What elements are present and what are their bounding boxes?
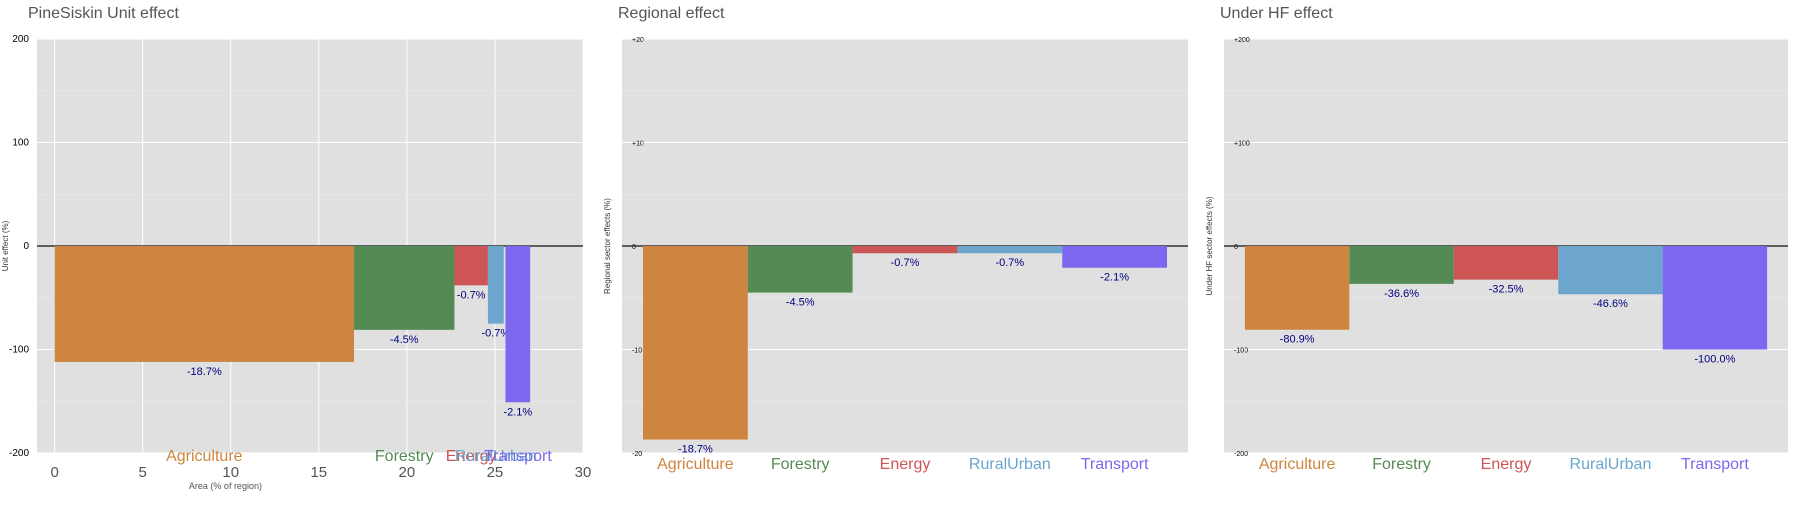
data-label: -36.6% — [1384, 288, 1419, 300]
bar-agriculture — [54, 246, 355, 362]
y-tick-label: 0 — [23, 241, 29, 252]
data-label: -18.7% — [187, 366, 222, 378]
category-label: Energy — [446, 448, 497, 465]
data-label: -80.9% — [1280, 334, 1315, 346]
y-axis-label: Unit effect (%) — [1, 220, 10, 271]
category-label: Transport — [1081, 456, 1149, 473]
category-label: Forestry — [1372, 456, 1431, 473]
y-tick-label: 0 — [1234, 244, 1238, 251]
y-tick-label: -200 — [9, 448, 29, 459]
data-label: -2.1% — [1100, 272, 1129, 284]
x-tick-label: 10 — [222, 464, 239, 481]
chart-panel-3: Under HF effect -200 -100 0 +100 +200 Under HF… — [1205, 5, 1788, 473]
x-tick-label: 0 — [50, 464, 58, 481]
chart-title: Under HF effect — [1220, 5, 1333, 22]
data-label: -0.7% — [457, 289, 486, 301]
bar-forestry — [747, 246, 853, 293]
bar-transport — [1662, 246, 1768, 350]
bar-agriculture — [1244, 246, 1350, 330]
y-tick-label: 200 — [12, 34, 29, 45]
data-label: -2.1% — [503, 406, 532, 418]
data-label: -0.7% — [481, 328, 510, 340]
category-label: RuralUrban — [455, 448, 537, 465]
data-label: -100.0% — [1694, 354, 1735, 366]
category-label: Energy — [880, 456, 931, 473]
x-tick-label: 25 — [487, 464, 504, 481]
data-label: -4.5% — [390, 334, 419, 346]
bar-transport — [1062, 246, 1168, 268]
x-tick-label: 5 — [139, 464, 147, 481]
category-label: Energy — [1481, 456, 1532, 473]
bar-forestry — [1349, 246, 1454, 284]
y-tick-label: +200 — [1234, 37, 1250, 44]
chart-title: Regional effect — [618, 5, 725, 22]
x-tick-label: 20 — [399, 464, 416, 481]
category-label: Forestry — [771, 456, 830, 473]
category-label: Agriculture — [657, 456, 734, 473]
y-tick-label: 100 — [12, 138, 29, 149]
y-tick-label: -100 — [1234, 348, 1248, 355]
bar-ruralurban — [957, 246, 1063, 254]
category-label: Agriculture — [166, 448, 243, 465]
category-label: Transport — [484, 448, 552, 465]
bar-transport — [505, 246, 531, 403]
y-tick-label: -10 — [632, 348, 642, 355]
bar-forestry — [354, 246, 455, 330]
chart-panel-1: PineSiskin Unit effect-200-1000100200Uni… — [1, 5, 591, 491]
bar-energy — [454, 246, 488, 286]
bar-energy — [1453, 246, 1559, 280]
chart-title: PineSiskin Unit effect — [28, 5, 179, 22]
y-axis-label: Under HF sector effects (%) — [1205, 196, 1214, 295]
bar-ruralurban — [487, 246, 504, 324]
y-tick-label: -200 — [1234, 451, 1248, 458]
data-label: -18.7% — [678, 444, 713, 456]
category-label: Forestry — [375, 448, 434, 465]
data-label: -32.5% — [1489, 284, 1524, 296]
y-tick-label: -20 — [632, 451, 642, 458]
data-label: -4.5% — [786, 297, 815, 309]
category-label: Transport — [1681, 456, 1749, 473]
y-tick-label: +20 — [632, 37, 644, 44]
y-tick-label: -100 — [9, 345, 29, 356]
data-label: -0.7% — [891, 257, 920, 269]
x-tick-label: 30 — [575, 464, 592, 481]
category-label: Agriculture — [1259, 456, 1336, 473]
y-axis-label: Regional sector effects (%) — [603, 198, 612, 294]
bar-energy — [852, 246, 958, 254]
bar-ruralurban — [1558, 246, 1663, 295]
chart-panel-2: Regional effect -20 -10 0 +10 +20 Regional sec… — [603, 5, 1188, 473]
y-tick-label: +100 — [1234, 141, 1250, 148]
bar-agriculture — [642, 246, 748, 440]
data-label: -0.7% — [995, 257, 1024, 269]
x-tick-label: 15 — [310, 464, 327, 481]
y-tick-label: 0 — [632, 244, 636, 251]
category-label: RuralUrban — [969, 456, 1051, 473]
y-tick-label: +10 — [632, 141, 644, 148]
category-label: RuralUrban — [1570, 456, 1652, 473]
x-axis-label: Area (% of region) — [189, 481, 262, 491]
data-label: -46.6% — [1593, 298, 1628, 310]
